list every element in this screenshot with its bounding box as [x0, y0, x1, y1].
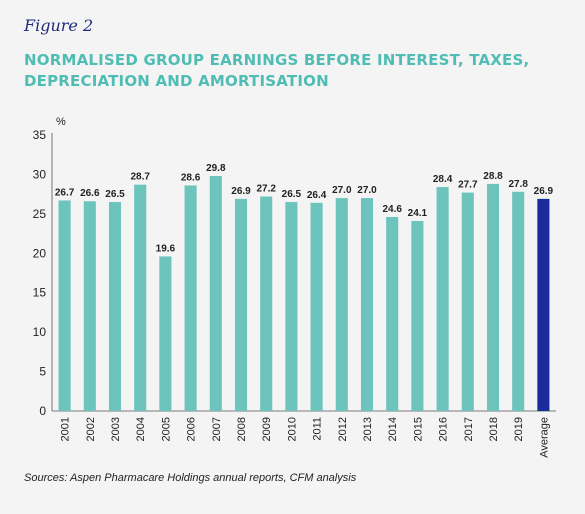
bar-2006 [184, 185, 197, 411]
value-label: 19.6 [156, 243, 176, 254]
x-tick-label: 2019 [513, 417, 525, 441]
value-label: 27.7 [458, 180, 478, 191]
bar-2004 [134, 184, 147, 411]
figure-label: Figure 2 [24, 16, 94, 35]
x-tick-label: 2018 [488, 417, 500, 441]
bar-2013 [360, 198, 374, 411]
y-axis: % 0 5 10 15 20 25 30 35 [33, 116, 556, 418]
x-tick-label: 2009 [261, 417, 273, 441]
x-tick-label: 2016 [438, 417, 450, 441]
x-tick-label: Average [538, 417, 550, 458]
value-labels: 26.7 26.6 26.5 28.7 19.6 28.6 29.8 26.9 27.2 26.5… [55, 163, 554, 254]
x-tick-label: 2013 [362, 417, 374, 441]
bar-2011 [310, 202, 323, 411]
x-tick-label: 2017 [463, 417, 475, 441]
bar-2016 [436, 187, 449, 411]
x-tick-label: 2015 [412, 417, 424, 441]
value-label: 27.8 [508, 179, 528, 190]
bars [58, 176, 550, 411]
chart-title: NORMALISED GROUP EARNINGS BEFORE INTERES… [24, 51, 530, 90]
bar-2005 [159, 256, 172, 411]
value-label: 26.4 [307, 190, 327, 201]
value-label: 28.4 [433, 174, 453, 185]
x-tick-label: 2005 [160, 417, 172, 441]
value-label: 24.6 [382, 204, 402, 215]
value-label: 27.0 [357, 185, 377, 196]
bar-2002 [83, 201, 96, 411]
x-tick-label: 2008 [236, 417, 248, 441]
x-tick-label: 2012 [337, 417, 349, 441]
bar-2014 [386, 217, 399, 411]
y-axis-unit-label: % [56, 116, 66, 128]
bar-2003 [108, 202, 122, 411]
y-tick-label: 5 [39, 365, 46, 379]
value-label: 27.2 [256, 184, 276, 195]
bar-2018 [486, 183, 500, 411]
value-label: 27.0 [332, 185, 352, 196]
y-tick-label: 35 [33, 128, 47, 142]
y-tick-label: 30 [33, 167, 47, 181]
bar-2017 [461, 192, 474, 411]
bar-2012 [335, 198, 348, 411]
value-label: 28.6 [181, 172, 201, 183]
bar-2008 [234, 198, 248, 411]
x-tick-label: 2004 [135, 417, 147, 441]
x-tick-label: 2006 [186, 417, 198, 441]
bar-2009 [260, 196, 273, 411]
bar-2015 [411, 220, 424, 411]
x-tick-label: 2011 [312, 417, 324, 441]
value-label: 26.6 [80, 188, 100, 199]
value-label: 26.5 [105, 189, 125, 200]
bar-2001 [58, 200, 71, 411]
source-note: Sources: Aspen Pharmacare Holdings annua… [24, 472, 357, 484]
y-tick-label: 20 [33, 246, 47, 260]
x-axis: 2001 2002 2003 2004 2005 2006 2007 2008 2009 2010… [60, 417, 551, 458]
value-label: 26.9 [231, 186, 251, 197]
bar-2010 [285, 202, 298, 411]
x-tick-label: 2003 [110, 417, 122, 441]
y-tick-label: 0 [39, 404, 46, 418]
value-label: 26.5 [282, 189, 302, 200]
y-tick-label: 15 [33, 286, 47, 300]
value-label: 24.1 [408, 208, 428, 219]
y-tick-label: 25 [33, 207, 47, 221]
bar-average [537, 198, 550, 411]
x-tick-label: 2001 [60, 417, 72, 441]
value-label: 26.9 [534, 186, 554, 197]
bar-2007 [209, 176, 222, 411]
value-label: 29.8 [206, 163, 226, 174]
x-tick-label: 2014 [387, 417, 399, 441]
value-label: 28.7 [130, 172, 150, 183]
y-tick-label: 10 [33, 325, 47, 339]
value-label: 28.8 [483, 171, 503, 182]
bar-2019 [512, 191, 525, 411]
x-tick-label: 2010 [286, 417, 298, 441]
value-label: 26.7 [55, 187, 75, 198]
x-tick-label: 2002 [85, 417, 97, 441]
x-tick-label: 2007 [211, 417, 223, 441]
